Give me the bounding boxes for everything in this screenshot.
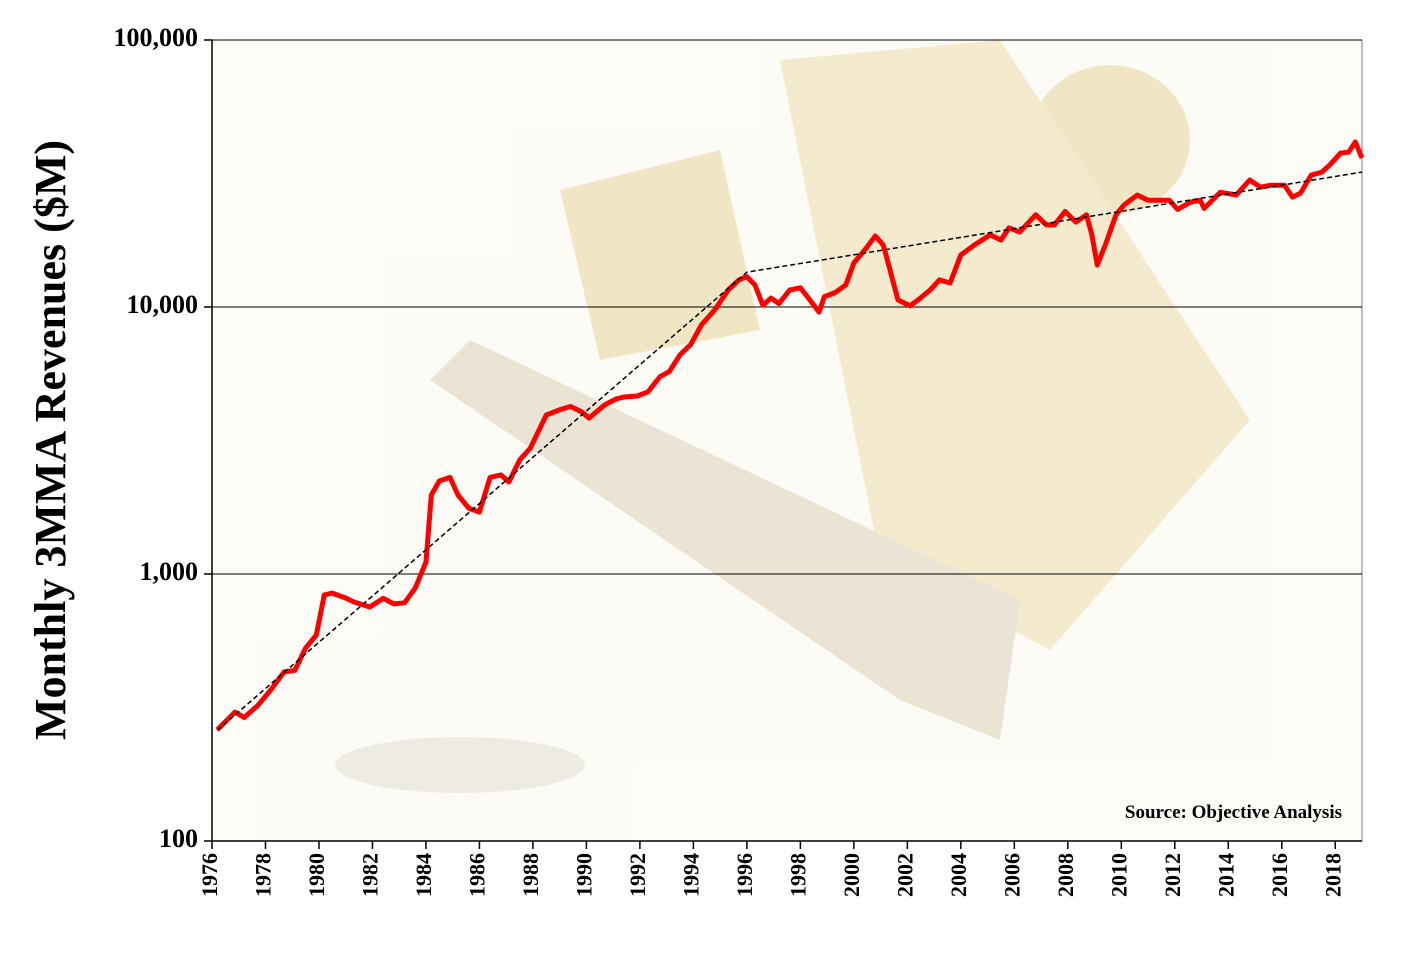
- x-tick-label: 1982: [358, 853, 383, 897]
- x-tick-label: 2008: [1053, 853, 1078, 897]
- x-tick-label: 1992: [625, 853, 650, 897]
- art-wheel: [1030, 65, 1190, 215]
- x-tick-label: 1980: [304, 853, 329, 897]
- source-note: Source: Objective Analysis: [1125, 802, 1342, 823]
- y-tick-label: 10,000: [127, 290, 199, 319]
- x-tick-label: 1976: [197, 853, 222, 897]
- x-tick-label: 2000: [839, 853, 864, 897]
- art-stage: [430, 340, 1020, 740]
- y-tick-label: 1,000: [140, 557, 199, 586]
- x-tick-label: 1994: [678, 853, 703, 897]
- x-tick-label: 2016: [1267, 853, 1292, 897]
- x-tick-label: 1996: [732, 853, 757, 897]
- y-tick-label: 100: [159, 824, 198, 853]
- art-mirror: [335, 737, 585, 793]
- art-arm: [780, 40, 1250, 650]
- x-tick-label: 1990: [571, 853, 596, 897]
- x-tick-label: 1986: [464, 853, 489, 897]
- x-tick-label: 1988: [518, 853, 543, 897]
- plot-background: [212, 40, 1362, 841]
- x-tick-label: 2004: [946, 853, 971, 897]
- trend-line: [216, 171, 1363, 731]
- x-tick-label: 2006: [999, 853, 1024, 897]
- x-tick-label: 2018: [1320, 853, 1345, 897]
- x-tick-label: 2012: [1160, 853, 1185, 897]
- x-tick-label: 1978: [251, 853, 276, 897]
- x-tick-label: 2014: [1213, 853, 1238, 897]
- x-tick-label: 2002: [892, 853, 917, 897]
- y-axis-title: Monthly 3MMA Revenues ($M): [26, 140, 75, 740]
- y-tick-label: 100,000: [114, 23, 199, 52]
- x-tick-label: 1984: [411, 853, 436, 897]
- x-tick-label: 2010: [1106, 853, 1131, 897]
- x-tick-label: 1998: [785, 853, 810, 897]
- background-art: [212, 40, 1362, 841]
- data-line: [215, 139, 1365, 732]
